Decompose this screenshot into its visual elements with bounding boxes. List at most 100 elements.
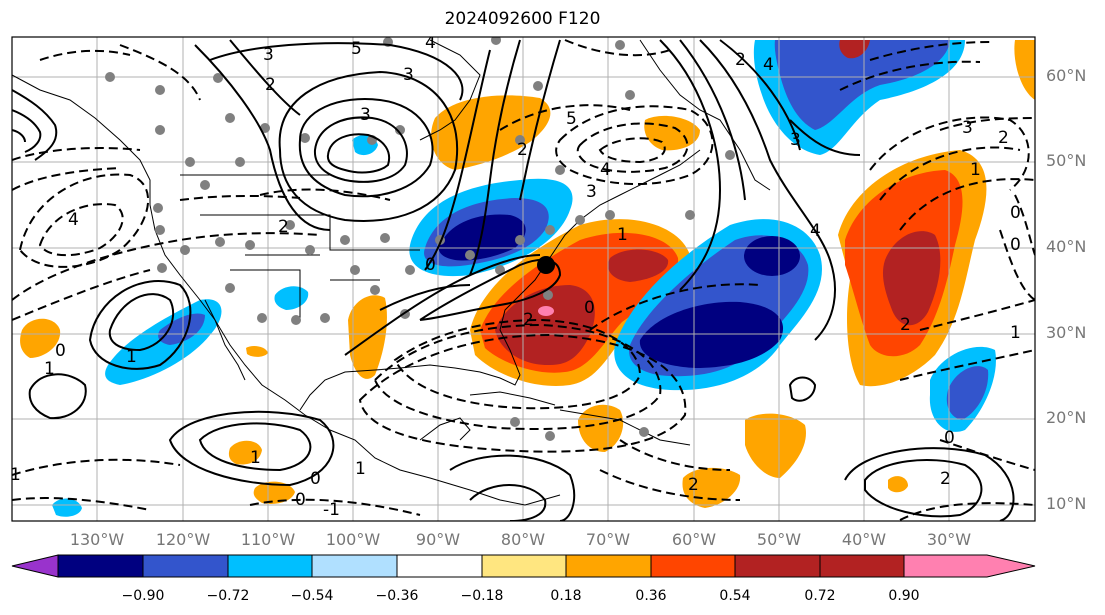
positive-contour xyxy=(28,373,87,420)
contour-label: 2 xyxy=(523,310,534,330)
contour-label: 1 xyxy=(1010,323,1021,343)
station-dot xyxy=(225,113,235,123)
station-dot xyxy=(465,250,475,260)
station-dot xyxy=(153,203,163,213)
lat-tick-label: 40°N xyxy=(1046,237,1087,256)
negative-anomaly-core xyxy=(774,40,950,130)
colorbar-tick-label: −0.72 xyxy=(206,588,250,604)
positive-anomaly-area xyxy=(246,345,268,357)
contour-label: 3 xyxy=(403,65,414,85)
lat-tick-label: 60°N xyxy=(1046,66,1087,85)
station-dot xyxy=(543,290,553,300)
contour-label: 3 xyxy=(790,130,801,150)
station-dot xyxy=(625,90,635,100)
positive-contour xyxy=(194,44,331,231)
station-dot xyxy=(405,265,415,275)
negative-contour xyxy=(499,104,631,131)
contour-label: 0 xyxy=(295,490,306,510)
contour-label: 2 xyxy=(688,475,699,495)
station-dot xyxy=(515,235,525,245)
positive-contour xyxy=(864,459,983,518)
lat-tick-label: 20°N xyxy=(1046,408,1087,427)
caribbean-islands xyxy=(559,409,691,446)
positive-contour xyxy=(519,39,561,201)
contour-label: 4 xyxy=(810,221,821,241)
station-dot xyxy=(605,210,615,220)
lon-tick-label: 30°W xyxy=(926,530,972,549)
station-dot xyxy=(515,135,525,145)
hudson-bay xyxy=(419,39,481,141)
lat-tick-label: 10°N xyxy=(1046,494,1087,513)
colorbar-bin xyxy=(565,554,652,578)
positive-anomaly-peak xyxy=(538,306,554,316)
lat-tick-label: 30°N xyxy=(1046,323,1087,342)
negative-contour xyxy=(12,167,121,191)
negative-contour xyxy=(879,146,1021,201)
positive-contour xyxy=(699,39,836,341)
station-dot xyxy=(380,233,390,243)
colorbar-tick-label: 0.90 xyxy=(888,588,920,604)
positive-anomaly-area xyxy=(20,318,61,358)
negative-anomaly-max xyxy=(438,214,526,261)
negative-contour xyxy=(555,105,714,186)
positive-contour xyxy=(788,376,817,402)
station-dot xyxy=(320,313,330,323)
contour-label: 1 xyxy=(970,160,981,180)
station-dot xyxy=(685,210,695,220)
contour-label: 0 xyxy=(944,428,955,448)
contours xyxy=(12,39,1015,521)
colorbar-extend-max xyxy=(903,554,1036,578)
station-dot xyxy=(291,315,301,325)
contour-label: 2 xyxy=(998,128,1009,148)
lon-tick-label: 50°W xyxy=(756,530,802,549)
station-dot xyxy=(615,40,625,50)
contour-label: 0 xyxy=(55,341,66,361)
negative-contour xyxy=(576,122,689,173)
positive-anomaly-area xyxy=(348,295,387,379)
greenland-coast xyxy=(639,39,771,191)
positive-contour xyxy=(659,39,722,291)
positive-anomaly-area xyxy=(253,481,295,504)
station-dots xyxy=(105,37,735,441)
map-layers: 5 3 3 2 2 4 4 3 2 0 1 1 1 0 0 1 0 2 3 2 … xyxy=(12,37,1035,521)
positive-anomaly-max xyxy=(882,231,941,326)
contour-label: 2 xyxy=(265,75,276,95)
positive-contour xyxy=(679,39,746,201)
positive-contour xyxy=(209,42,464,101)
positive-contour xyxy=(198,422,312,472)
negative-anomaly-max xyxy=(839,40,870,59)
state-borders xyxy=(180,174,420,320)
positive-anomaly-max xyxy=(608,249,669,282)
station-dot xyxy=(157,263,167,273)
positive-contour xyxy=(278,70,459,222)
station-dot xyxy=(639,427,649,437)
gulf-coast xyxy=(299,149,701,411)
contour-label: 0 xyxy=(1010,235,1021,255)
negative-contour xyxy=(12,458,181,476)
colorbar-bin xyxy=(650,554,736,578)
contour-label: 2 xyxy=(517,140,528,160)
station-dot xyxy=(545,431,555,441)
contour-label: 1 xyxy=(126,347,137,367)
contour-label: 0 xyxy=(425,255,436,275)
negative-contour xyxy=(12,269,151,321)
station-dot xyxy=(105,72,115,82)
negative-contour xyxy=(12,147,141,161)
colorbar-bin xyxy=(819,554,905,578)
station-dot xyxy=(155,225,165,235)
contours-dashed xyxy=(12,39,1035,521)
colorbar-tick-label: −0.54 xyxy=(290,588,334,604)
colorbar-tick-label: 0.54 xyxy=(719,588,751,604)
shaded-fields xyxy=(20,40,1035,517)
contour-label: 0 xyxy=(1010,203,1021,223)
station-dot xyxy=(725,150,735,160)
contour-label: 3 xyxy=(263,45,274,65)
negative-contour xyxy=(259,188,391,201)
negative-contour xyxy=(119,44,201,101)
positive-contour xyxy=(108,293,175,352)
colorbar-tick-label: −0.90 xyxy=(121,588,165,604)
station-dot xyxy=(257,313,267,323)
positive-contour xyxy=(469,484,547,521)
lon-tick-label: 90°W xyxy=(415,530,461,549)
station-dot xyxy=(155,85,165,95)
